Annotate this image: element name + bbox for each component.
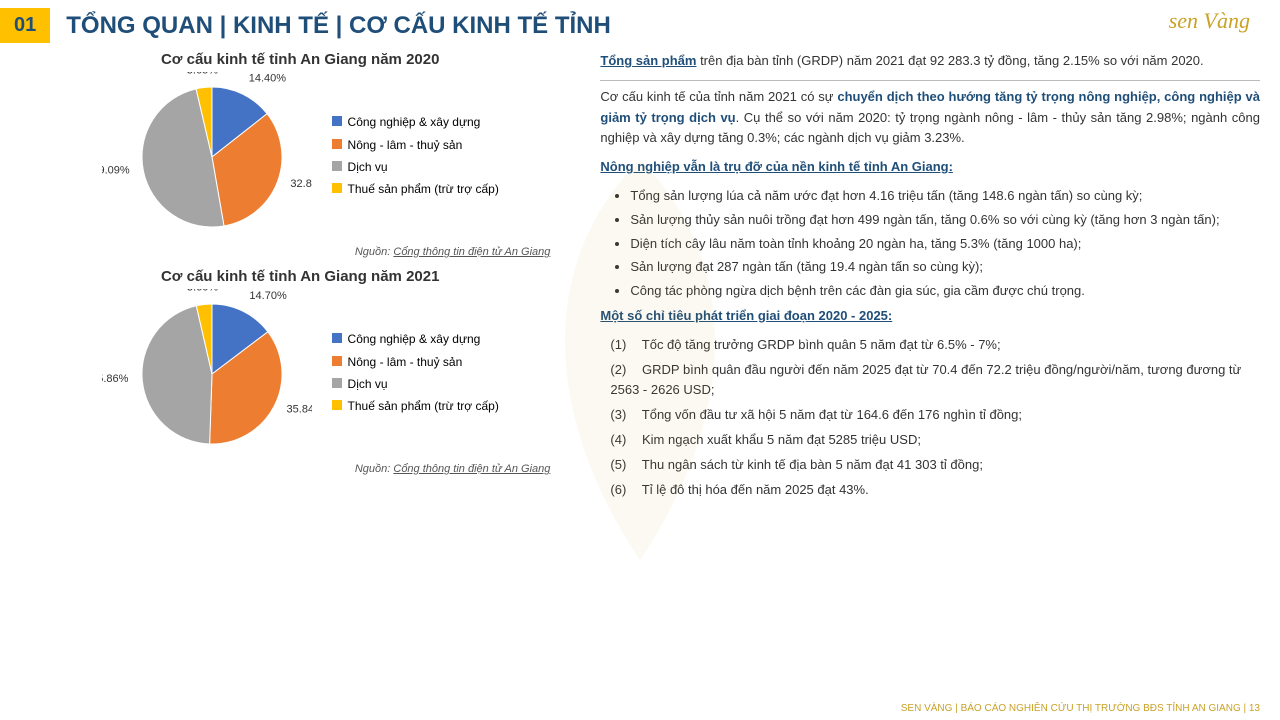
pie-label: 14.70% bbox=[249, 290, 287, 302]
list-item: (2) GRDP bình quân đầu người đến năm 202… bbox=[610, 360, 1260, 402]
pie-label: 49.09% bbox=[102, 165, 130, 177]
chart-source: Nguồn: Cổng thông tin điện tử An Giang bbox=[20, 463, 580, 475]
pie-label: 32.86% bbox=[290, 178, 312, 190]
pie-label: 3.60% bbox=[186, 289, 217, 294]
pie-chart-2020: Cơ cấu kinh tế tỉnh An Giang năm 2020 14… bbox=[20, 51, 580, 258]
legend-label: Nông - lâm - thuỷ sản bbox=[348, 135, 463, 155]
source-link[interactable]: Cổng thông tin điện tử An Giang bbox=[393, 463, 550, 475]
pie-chart-2021: Cơ cấu kinh tế tỉnh An Giang năm 2021 14… bbox=[20, 268, 580, 475]
legend-item: Công nghiệp & xây dựng bbox=[332, 112, 499, 132]
chart-legend: Công nghiệp & xây dựng Nông - lâm - thuỷ … bbox=[332, 329, 499, 419]
paragraph-structure: Cơ cấu kinh tế của tỉnh năm 2021 có sự c… bbox=[600, 87, 1260, 149]
section-number: 01 bbox=[0, 8, 50, 43]
list-item: Công tác phòng ngừa dịch bệnh trên các đ… bbox=[630, 281, 1260, 302]
legend-swatch bbox=[332, 356, 342, 366]
list-item: (5) Thu ngân sách từ kinh tế địa bàn 5 n… bbox=[610, 455, 1260, 476]
page-header: 01 TỔNG QUAN | KINH TẾ | CƠ CẤU KINH TẾ … bbox=[0, 0, 1280, 51]
charts-column: Cơ cấu kinh tế tỉnh An Giang năm 2020 14… bbox=[20, 51, 590, 504]
legend-item: Nông - lâm - thuỷ sản bbox=[332, 135, 499, 155]
list-item: Diện tích cây lâu năm toàn tỉnh khoảng 2… bbox=[630, 234, 1260, 255]
list-item: (3) Tổng vốn đầu tư xã hội 5 năm đạt từ … bbox=[610, 405, 1260, 426]
page-title: TỔNG QUAN | KINH TẾ | CƠ CẤU KINH TẾ TỈN… bbox=[66, 12, 611, 40]
pie-label: 35.84% bbox=[286, 404, 311, 416]
legend-label: Thuế sản phẩm (trừ trợ cấp) bbox=[348, 179, 499, 199]
list-item: Sản lượng thủy sản nuôi trồng đạt hơn 49… bbox=[630, 210, 1260, 231]
legend-item: Thuế sản phẩm (trừ trợ cấp) bbox=[332, 179, 499, 199]
list-item: (1) Tốc độ tăng trưởng GRDP bình quân 5 … bbox=[610, 335, 1260, 356]
legend-item: Thuế sản phẩm (trừ trợ cấp) bbox=[332, 396, 499, 416]
list-item: Tổng sản lượng lúa cả năm ước đạt hơn 4.… bbox=[630, 186, 1260, 207]
source-link[interactable]: Cổng thông tin điện tử An Giang bbox=[393, 246, 550, 258]
bullet-list: Tổng sản lượng lúa cả năm ước đạt hơn 4.… bbox=[630, 186, 1260, 302]
legend-swatch bbox=[332, 183, 342, 193]
legend-swatch bbox=[332, 378, 342, 388]
legend-swatch bbox=[332, 400, 342, 410]
pie-label: 3.65% bbox=[186, 72, 217, 77]
legend-item: Nông - lâm - thuỷ sản bbox=[332, 352, 499, 372]
legend-label: Công nghiệp & xây dựng bbox=[348, 329, 481, 349]
pie-svg: 14.70% 35.84% 45.86% 3.60% bbox=[102, 289, 312, 459]
legend-item: Công nghiệp & xây dựng bbox=[332, 329, 499, 349]
legend-swatch bbox=[332, 116, 342, 126]
numbered-list: (1) Tốc độ tăng trưởng GRDP bình quân 5 … bbox=[610, 335, 1260, 501]
legend-label: Công nghiệp & xây dựng bbox=[348, 112, 481, 132]
heading-agriculture: Nông nghiệp vẫn là trụ đỡ của nền kinh t… bbox=[600, 157, 1260, 178]
chart-legend: Công nghiệp & xây dựng Nông - lâm - thuỷ … bbox=[332, 112, 499, 202]
legend-item: Dịch vụ bbox=[332, 157, 499, 177]
list-item: (4) Kim ngạch xuất khẩu 5 năm đạt 5285 t… bbox=[610, 430, 1260, 451]
text-column: Tổng sản phẩm trên địa bàn tỉnh (GRDP) n… bbox=[590, 51, 1260, 504]
legend-label: Dịch vụ bbox=[348, 374, 388, 394]
brand-logo: sen Vàng bbox=[1169, 8, 1250, 34]
legend-swatch bbox=[332, 161, 342, 171]
pie-label: 45.86% bbox=[102, 373, 129, 385]
chart-source: Nguồn: Cổng thông tin điện tử An Giang bbox=[20, 246, 580, 258]
list-item: (6) Tỉ lệ đô thị hóa đến năm 2025 đạt 43… bbox=[610, 480, 1260, 501]
list-item: Sản lượng đạt 287 ngàn tấn (tăng 19.4 ng… bbox=[630, 257, 1260, 278]
heading-targets: Một số chỉ tiêu phát triển giai đoạn 202… bbox=[600, 306, 1260, 327]
page-footer: SEN VÀNG | BÁO CÁO NGHIÊN CỨU THỊ TRƯỜNG… bbox=[901, 703, 1260, 714]
legend-swatch bbox=[332, 333, 342, 343]
pie-svg: 14.40% 32.86% 49.09% 3.65% bbox=[102, 72, 312, 242]
chart-title: Cơ cấu kinh tế tỉnh An Giang năm 2021 bbox=[20, 268, 580, 285]
legend-swatch bbox=[332, 139, 342, 149]
legend-label: Dịch vụ bbox=[348, 157, 388, 177]
legend-label: Nông - lâm - thuỷ sản bbox=[348, 352, 463, 372]
divider bbox=[600, 80, 1260, 81]
paragraph-grdp: Tổng sản phẩm trên địa bàn tỉnh (GRDP) n… bbox=[600, 51, 1260, 72]
legend-item: Dịch vụ bbox=[332, 374, 499, 394]
chart-title: Cơ cấu kinh tế tỉnh An Giang năm 2020 bbox=[20, 51, 580, 68]
legend-label: Thuế sản phẩm (trừ trợ cấp) bbox=[348, 396, 499, 416]
pie-label: 14.40% bbox=[248, 72, 286, 84]
